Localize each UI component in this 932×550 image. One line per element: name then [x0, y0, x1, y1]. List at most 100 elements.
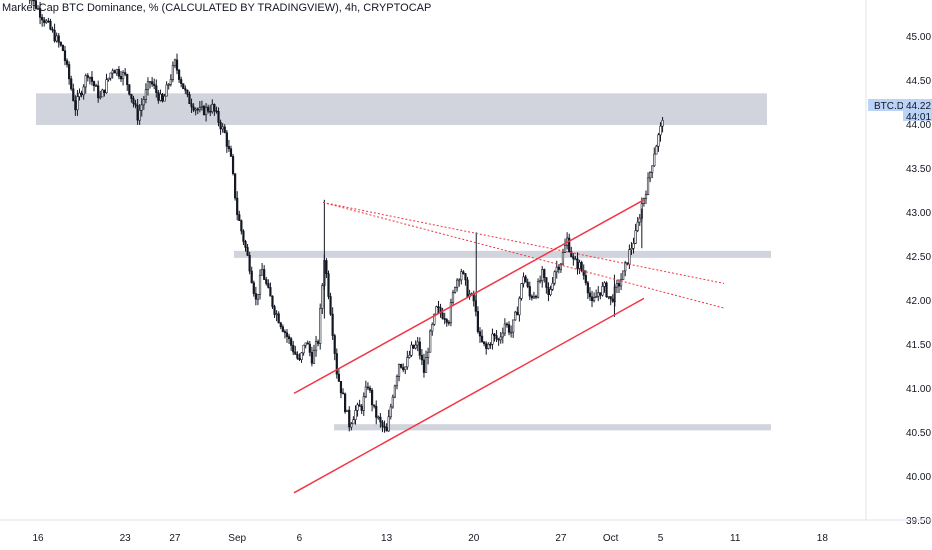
candle-body	[393, 385, 397, 398]
candle-body	[362, 396, 365, 411]
candle-body	[109, 72, 112, 79]
candle-body	[509, 331, 513, 334]
candle-body	[45, 20, 48, 23]
candle-body	[456, 279, 459, 288]
candle-body	[173, 59, 177, 66]
candle-body	[476, 311, 480, 332]
candle-body	[578, 262, 581, 269]
candle-body	[169, 79, 172, 85]
candle-body	[159, 93, 162, 101]
candle-body	[329, 296, 332, 315]
y-tick-label: 41.00	[906, 384, 931, 395]
y-tick-label: 41.50	[906, 340, 931, 351]
candle-body	[32, 0, 35, 2]
candle-body	[649, 171, 652, 179]
price-axis[interactable]: 45.00 44.50 44.00 43.50 43.00 42.50 42.00 41.50…	[865, 0, 931, 527]
candle-body	[302, 344, 305, 354]
candle-body	[607, 296, 610, 298]
candle-body	[34, 0, 38, 9]
candle-body	[395, 376, 399, 387]
candle-body	[97, 85, 100, 99]
candle-body	[331, 313, 334, 336]
candle-body	[271, 295, 274, 307]
candle-body	[269, 287, 272, 297]
candle-body	[431, 324, 434, 332]
candle-body	[590, 296, 594, 302]
candle-body	[453, 287, 457, 293]
candle-body	[458, 279, 461, 282]
candle-body	[624, 262, 627, 272]
trendlines	[293, 199, 725, 494]
candle-body	[213, 104, 216, 112]
candle-body	[190, 103, 193, 108]
candle-body	[354, 410, 357, 421]
candle-body	[308, 343, 311, 353]
candle-body	[530, 295, 533, 299]
candle-body	[78, 92, 81, 97]
candle-body	[55, 35, 58, 42]
candle-body	[348, 409, 351, 428]
candle-body	[258, 274, 262, 295]
candle-body	[103, 89, 106, 94]
candle-body	[551, 282, 554, 290]
candle-body	[541, 269, 544, 282]
x-tick-label: 11	[730, 533, 741, 544]
candle-body	[489, 343, 492, 346]
candle-body	[84, 75, 87, 88]
candle-body	[240, 220, 243, 232]
candle-body	[184, 88, 187, 91]
candle-body	[142, 99, 145, 106]
candle-body	[516, 311, 519, 316]
candle-body	[644, 194, 648, 199]
candle-body	[588, 292, 592, 298]
candle-body	[366, 386, 370, 389]
candle-body	[204, 106, 208, 116]
candle-body	[287, 336, 291, 340]
candlestick-series	[28, 0, 664, 433]
candle-body	[300, 352, 303, 360]
candle-body	[252, 282, 255, 294]
candle-body	[242, 230, 245, 242]
support-resistance-zones	[36, 93, 771, 431]
last-price-badge	[903, 99, 932, 121]
candle-body	[275, 313, 278, 316]
candle-body	[377, 416, 380, 419]
candle-body	[325, 260, 328, 274]
candle-body	[277, 313, 280, 324]
candle-body	[580, 262, 583, 271]
candle-body	[385, 427, 388, 432]
candle-body	[619, 279, 623, 287]
candle-body	[534, 295, 538, 298]
x-tick-label: 27	[555, 533, 567, 544]
candle-body	[661, 120, 664, 127]
candle-body	[487, 343, 490, 349]
time-axis[interactable]: 16 23 27 Sep 6 13 20 27 Oct 5 11 18	[0, 519, 932, 544]
candle-body	[209, 110, 212, 113]
x-tick-label: 23	[120, 533, 132, 544]
zone-1	[234, 250, 771, 258]
candle-body	[319, 308, 322, 344]
candle-body	[426, 351, 430, 358]
candle-body	[161, 93, 164, 102]
candle-body	[47, 20, 50, 23]
candle-body	[536, 281, 540, 298]
candle-body	[30, 0, 33, 2]
candle-body	[304, 342, 307, 346]
candle-body	[105, 79, 108, 94]
candle-body	[485, 343, 488, 349]
candle-body	[41, 17, 44, 21]
y-tick-label: 40.00	[906, 472, 931, 483]
candle-body	[263, 269, 266, 280]
candle-body	[343, 393, 347, 412]
candle-body	[80, 92, 83, 96]
candle-body	[449, 302, 453, 323]
y-tick-label: 43.50	[906, 164, 931, 175]
candle-body	[186, 89, 189, 95]
candle-body	[310, 352, 314, 364]
candle-body	[171, 65, 174, 80]
candle-body	[36, 8, 40, 10]
dotted-trendline	[322, 201, 725, 284]
x-tick-label: 13	[381, 533, 393, 544]
candle-body	[88, 76, 91, 79]
